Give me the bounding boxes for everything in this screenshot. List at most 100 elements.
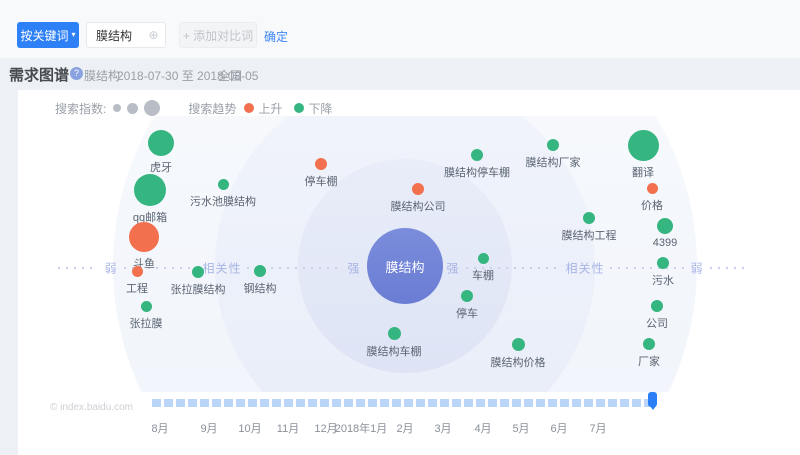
trend-up-dot-icon xyxy=(244,103,255,113)
bubble-label: 膜结构价格 xyxy=(490,356,546,369)
bubble-污水池膜结构[interactable] xyxy=(217,178,229,190)
toolbar: 按关键词 ▾ ⊕ + 添加对比词 确定 xyxy=(0,0,800,58)
bubble-张拉膜[interactable] xyxy=(140,300,152,312)
bubble-膜结构厂家[interactable] xyxy=(547,139,559,151)
month-label-11月: 11月 xyxy=(276,423,300,435)
bubble-污水[interactable] xyxy=(657,257,669,269)
chart-legend: 搜索指数: 搜索趋势 上升 下降 xyxy=(55,100,344,116)
confirm-button[interactable]: 确定 xyxy=(264,30,289,44)
bubble-label: 膜结构车棚 xyxy=(366,345,422,358)
bubble-张拉膜结构[interactable] xyxy=(192,266,204,278)
demand-map-panel: 搜索指数: 搜索趋势 上升 下降 弱相关性强强相关性弱 虎牙 qq邮箱 斗鱼 工程 张拉… xyxy=(18,90,800,455)
axis-label-强: 强 xyxy=(446,261,460,276)
relevance-axis-dotted-line xyxy=(58,267,98,269)
month-label-7月: 7月 xyxy=(589,423,607,435)
timeline-slider-handle[interactable] xyxy=(648,392,657,410)
bubble-label: 膜结构公司 xyxy=(390,201,446,213)
header-region: 全国 xyxy=(218,69,243,83)
bubble-label: 膜结构工程 xyxy=(561,230,617,242)
trend-legend-label: 搜索趋势 xyxy=(188,101,237,116)
help-icon[interactable]: ? xyxy=(70,67,83,80)
bubble-工程[interactable] xyxy=(131,265,143,277)
bubble-钢结构[interactable] xyxy=(254,265,266,277)
header-date-range: 2018-07-30 至 2018-08-05 xyxy=(117,69,259,83)
size-dot-medium-icon xyxy=(127,102,139,114)
month-label-4月: 4月 xyxy=(474,423,492,435)
relevance-axis-dotted-line xyxy=(610,267,684,269)
bubble-价格[interactable] xyxy=(646,182,658,194)
bubble-停车棚[interactable] xyxy=(315,158,327,170)
keyword-input[interactable] xyxy=(87,23,143,47)
month-label-9月: 9月 xyxy=(200,423,218,435)
bubble-label: 虎牙 xyxy=(150,162,172,174)
relevance-axis-dotted-line xyxy=(124,267,197,269)
trend-down-dot-icon xyxy=(294,103,305,113)
center-bubble[interactable]: 膜结构 xyxy=(367,228,443,304)
bubble-label: 钢结构 xyxy=(243,283,277,295)
size-dot-large-icon xyxy=(144,100,161,116)
bubble-label: 膜结构停车棚 xyxy=(444,167,510,179)
bubble-label: 停车棚 xyxy=(304,176,338,188)
bubble-label: 车棚 xyxy=(472,269,494,282)
axis-label-弱: 弱 xyxy=(104,261,118,276)
bubble-停车[interactable] xyxy=(461,290,473,302)
bubble-厂家[interactable] xyxy=(643,338,655,350)
caret-down-icon: ▾ xyxy=(71,30,76,39)
keyword-type-button[interactable]: 按关键词 ▾ xyxy=(17,22,79,48)
month-label-10月: 10月 xyxy=(238,423,262,435)
relevance-axis-dotted-line xyxy=(247,267,341,269)
page-title: 需求图谱 xyxy=(9,67,70,84)
header-keyword: 膜结构 xyxy=(84,69,121,83)
month-label-2月: 2月 xyxy=(396,423,414,435)
keyword-input-wrap: ⊕ xyxy=(86,22,166,48)
bubble-虎牙[interactable] xyxy=(148,130,174,156)
bubble-chart: 弱相关性强强相关性弱 虎牙 qq邮箱 斗鱼 工程 张拉膜 污水池膜结构 张拉膜结构 钢结构 停车… xyxy=(18,116,800,392)
bubble-膜结构工程[interactable] xyxy=(583,212,595,224)
month-label-8月: 8月 xyxy=(151,423,169,435)
timeline-months: 8月 9月 10月 11月 12月 2018年1月 2月 3月 4月 5月 6月 7月 xyxy=(18,420,800,435)
timeline-track[interactable] xyxy=(152,399,649,407)
trend-up-label: 上升 xyxy=(258,101,283,116)
axis-label-弱: 弱 xyxy=(690,261,704,276)
bubble-label: 工程 xyxy=(126,282,148,295)
bubble-label: 厂家 xyxy=(638,356,660,368)
bubble-label: 4399 xyxy=(652,237,678,249)
bubble-斗鱼[interactable] xyxy=(129,222,159,252)
axis-label-相关性: 相关性 xyxy=(202,261,242,276)
month-label-5月: 5月 xyxy=(512,423,530,435)
center-bubble-label: 膜结构 xyxy=(385,259,425,275)
relevance-axis-dotted-line xyxy=(466,267,560,269)
bubble-膜结构价格[interactable] xyxy=(511,337,525,351)
bubble-翻译[interactable] xyxy=(627,129,659,161)
bubble-膜结构车棚[interactable] xyxy=(387,326,401,340)
bubble-label: 停车 xyxy=(456,308,478,320)
bubble-label: 翻译 xyxy=(632,166,654,179)
bubble-label: qq邮箱 xyxy=(132,212,168,224)
watermark: © index.baidu.com xyxy=(50,402,133,413)
circle-plus-icon[interactable]: ⊕ xyxy=(148,28,159,42)
bubble-qq邮箱[interactable] xyxy=(134,174,166,206)
month-label-12月: 12月 xyxy=(314,423,338,435)
bubble-label: 膜结构厂家 xyxy=(525,157,581,169)
size-legend-label: 搜索指数: xyxy=(55,101,107,116)
trend-down-label: 下降 xyxy=(308,101,333,116)
month-label-2018年1月: 2018年1月 xyxy=(334,423,388,435)
bubble-车棚[interactable] xyxy=(477,252,489,264)
relevance-axis-dotted-line xyxy=(710,267,748,269)
bubble-label: 价格 xyxy=(641,199,663,212)
axis-label-强: 强 xyxy=(347,261,361,276)
bubble-4399[interactable] xyxy=(657,218,673,234)
month-label-3月: 3月 xyxy=(434,423,452,435)
bubble-label: 公司 xyxy=(646,318,668,330)
bubble-膜结构公司[interactable] xyxy=(412,183,424,195)
bubble-label: 污水 xyxy=(652,275,674,287)
add-compare-button[interactable]: + 添加对比词 xyxy=(179,22,257,48)
bubble-label: 污水池膜结构 xyxy=(190,195,256,208)
keyword-type-label: 按关键词 xyxy=(20,28,69,43)
size-dot-small-icon xyxy=(113,104,122,112)
bubble-label: 张拉膜 xyxy=(129,317,163,330)
month-label-6月: 6月 xyxy=(550,423,568,435)
bubble-膜结构停车棚[interactable] xyxy=(471,149,483,161)
bubble-label: 张拉膜结构 xyxy=(170,284,226,296)
bubble-公司[interactable] xyxy=(651,300,663,312)
